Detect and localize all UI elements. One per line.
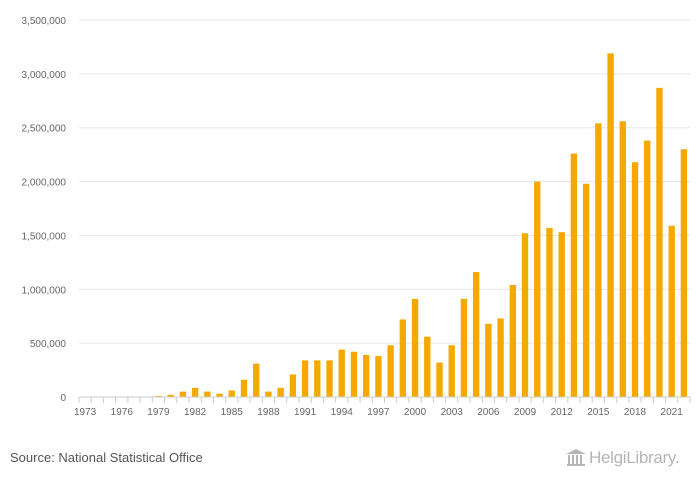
bar-1995 [350,351,358,397]
bar-1987 [253,363,260,397]
bar-1981 [179,391,187,397]
x-tick-label: 2006 [477,407,500,418]
grid-lines [79,19,690,344]
x-tick-label: 1997 [367,407,390,418]
bar-2013 [570,153,578,397]
x-tick-label: 2018 [624,407,647,418]
bar-2019 [644,140,651,397]
bar-2000 [411,298,419,397]
brand-name: HelgiLibrary. [589,448,680,467]
bar-2003 [448,345,455,397]
library-icon [566,449,586,466]
bar-1993 [326,360,333,397]
bar-2020 [656,87,663,398]
x-tick-label: 1994 [331,407,354,418]
bar-2021 [668,225,675,397]
bar-1997 [375,356,382,397]
bar-2018 [631,162,639,397]
y-tick-label: 3,500,000 [22,16,67,27]
bar-2015 [595,123,602,398]
x-tick-label: 2012 [551,407,574,418]
bar-1986 [240,379,248,397]
bar-1994 [338,349,345,397]
bar-1979 [155,395,162,397]
bar-2012 [558,232,565,397]
bar-1988 [265,391,272,397]
bar-1991 [301,360,309,397]
bar-1998 [387,345,394,397]
bar-1985 [228,390,235,397]
brand-logo: HelgiLibrary. [566,448,680,468]
bar-1990 [289,374,297,397]
x-tick-label: 2003 [441,407,464,418]
x-axis: 1973 1976 1979 1982 1985 1988 1991 1994 1997 2000… [74,396,691,418]
bar-2008 [509,284,516,397]
bar-1996 [362,354,370,397]
y-tick-label: 3,000,000 [22,70,67,81]
bar-1983 [204,391,211,397]
x-tick-label: 2000 [404,407,427,418]
bar-2002 [436,362,443,397]
x-tick-label: 1985 [221,407,244,418]
x-tick-label: 1991 [294,407,317,418]
source-note: Source: National Statistical Office [10,450,203,465]
bar-2004 [460,298,468,397]
x-tick-label: 1988 [257,407,280,418]
y-tick-label: 1,500,000 [22,231,67,242]
bar-2014 [582,183,590,397]
bar-1984 [216,393,223,397]
y-tick-label: 2,000,000 [22,178,67,189]
bar-2017 [619,121,626,397]
bar-1980 [167,394,174,397]
x-tick-label: 2021 [661,407,684,418]
y-axis: 0 500,000 1,000,000 1,500,000 2,000,000 2,500… [22,16,67,404]
bar-2011 [546,227,553,397]
bar-2016 [607,53,614,398]
bars [155,53,688,398]
y-tick-label: 500,000 [30,339,67,350]
bar-1989 [277,387,284,397]
y-tick-label: 0 [60,393,66,404]
y-tick-label: 2,500,000 [22,124,67,135]
bar-2010 [534,181,541,397]
bar-chart: 0 500,000 1,000,000 1,500,000 2,000,000 2,500… [22,16,691,418]
bar-2022 [680,149,688,397]
bar-2009 [521,233,529,397]
x-tick-label: 1979 [147,407,170,418]
bar-2005 [472,272,480,397]
bar-2007 [497,318,504,397]
x-tick-label: 2009 [514,407,537,418]
y-tick-label: 1,000,000 [22,285,67,296]
bar-1992 [314,360,321,397]
bar-2006 [485,323,492,397]
bar-2001 [424,336,431,397]
x-tick-label: 2015 [587,407,610,418]
bar-1999 [399,319,407,397]
x-tick-label: 1973 [74,407,97,418]
x-tick-label: 1976 [111,407,134,418]
x-tick-label: 1982 [184,407,207,418]
bar-1982 [191,387,199,397]
